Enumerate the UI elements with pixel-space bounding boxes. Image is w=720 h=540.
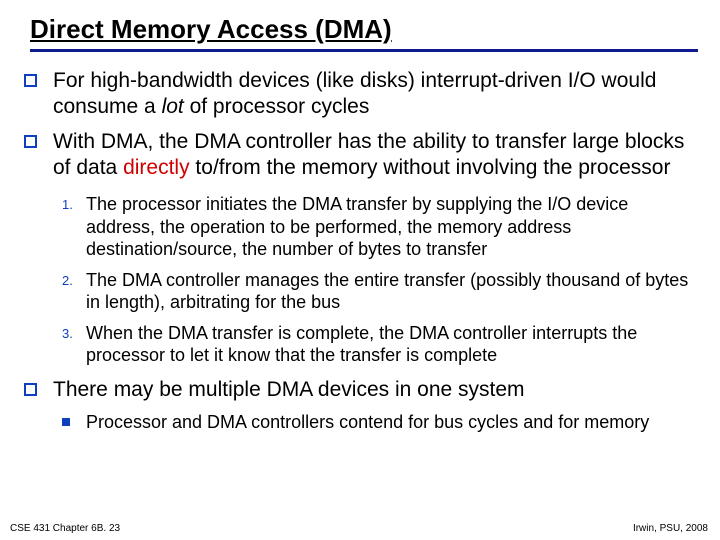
highlighted-text: directly	[123, 156, 190, 179]
bullet-text: For high-bandwidth devices (like disks) …	[53, 68, 698, 121]
numbered-item: 3. When the DMA transfer is complete, th…	[62, 322, 698, 367]
footer-right: Irwin, PSU, 2008	[633, 523, 708, 534]
slide-title: Direct Memory Access (DMA)	[30, 14, 698, 52]
bullet-text: There may be multiple DMA devices in one…	[53, 377, 525, 403]
square-bullet-icon	[24, 135, 37, 148]
bullet-item: With DMA, the DMA controller has the abi…	[22, 129, 698, 182]
main-bullet-list: For high-bandwidth devices (like disks) …	[22, 68, 698, 181]
sub-bullet-list: Processor and DMA controllers contend fo…	[62, 411, 698, 434]
square-bullet-icon	[24, 74, 37, 87]
numbered-text: The processor initiates the DMA transfer…	[86, 193, 698, 261]
sub-bullet-item: Processor and DMA controllers contend fo…	[62, 411, 698, 434]
text-run: to/from the memory without involving the…	[190, 156, 671, 179]
bullet-item: There may be multiple DMA devices in one…	[22, 377, 698, 403]
numbered-steps-list: 1. The processor initiates the DMA trans…	[62, 193, 698, 367]
bullet-text: With DMA, the DMA controller has the abi…	[53, 129, 698, 182]
footer-left: CSE 431 Chapter 6B. 23	[10, 523, 120, 534]
numbered-item: 1. The processor initiates the DMA trans…	[62, 193, 698, 261]
numbered-text: The DMA controller manages the entire tr…	[86, 269, 698, 314]
sub-bullet-text: Processor and DMA controllers contend fo…	[86, 411, 649, 434]
numbered-item: 2. The DMA controller manages the entire…	[62, 269, 698, 314]
text-run: of processor cycles	[184, 95, 370, 118]
number-marker: 2.	[62, 273, 86, 288]
slide-footer: CSE 431 Chapter 6B. 23 Irwin, PSU, 2008	[10, 523, 708, 534]
dot-bullet-icon	[62, 418, 70, 426]
number-marker: 1.	[62, 197, 86, 212]
number-marker: 3.	[62, 326, 86, 341]
secondary-bullet-list: There may be multiple DMA devices in one…	[22, 377, 698, 403]
numbered-text: When the DMA transfer is complete, the D…	[86, 322, 698, 367]
italic-text: lot	[162, 95, 184, 118]
bullet-item: For high-bandwidth devices (like disks) …	[22, 68, 698, 121]
square-bullet-icon	[24, 383, 37, 396]
